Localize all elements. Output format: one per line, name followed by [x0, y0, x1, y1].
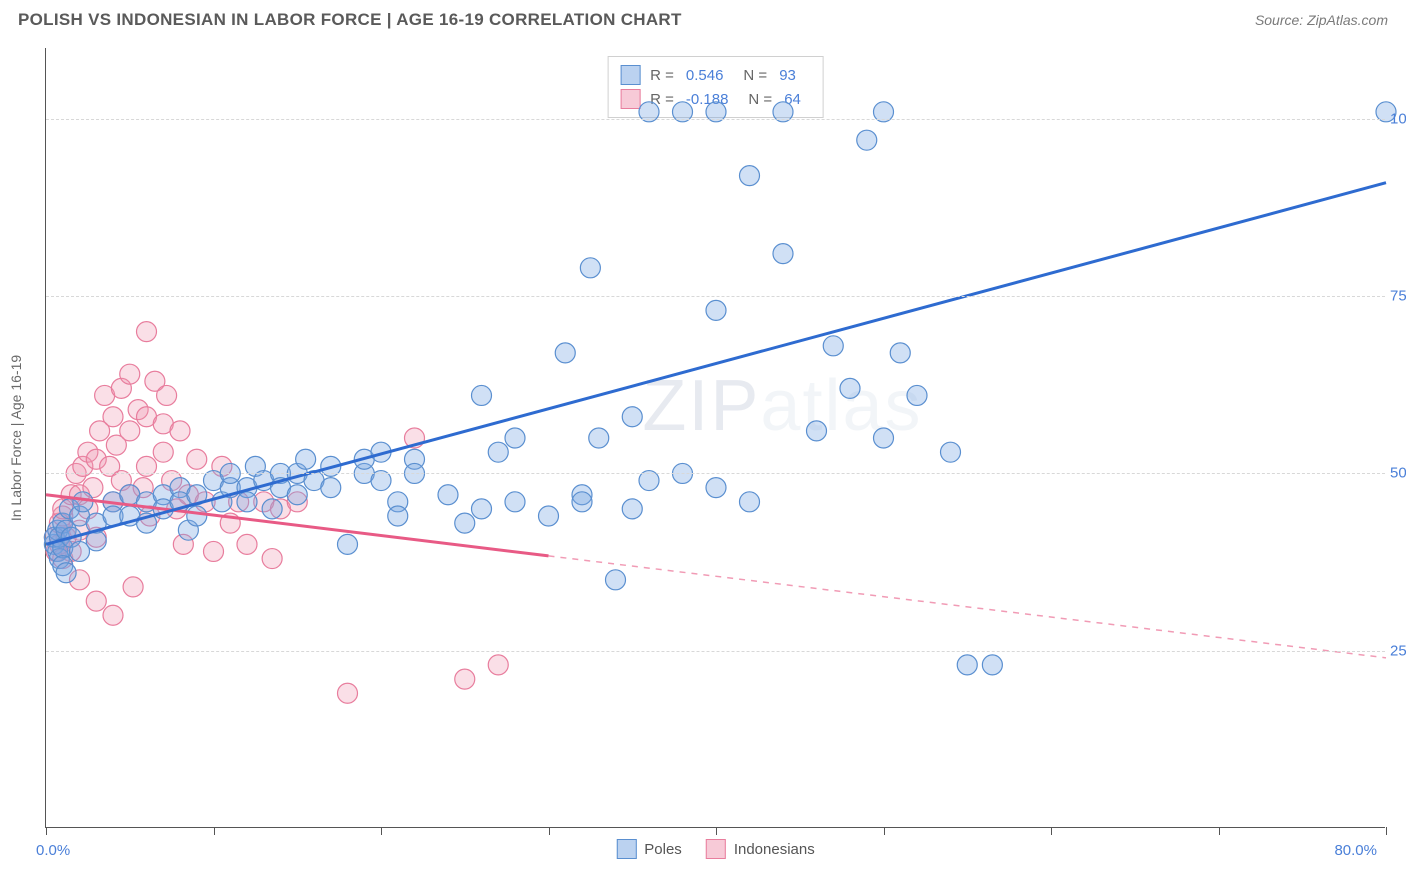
- legend-label-poles: Poles: [644, 841, 682, 858]
- data-point-poles: [237, 492, 257, 512]
- data-point-poles: [187, 506, 207, 526]
- data-point-poles: [589, 428, 609, 448]
- data-point-indonesians: [187, 449, 207, 469]
- data-point-poles: [622, 499, 642, 519]
- data-point-poles: [472, 385, 492, 405]
- data-point-indonesians: [103, 407, 123, 427]
- source-attribution: Source: ZipAtlas.com: [1255, 12, 1388, 28]
- y-tick-label: 25.0%: [1390, 642, 1406, 659]
- data-point-poles: [840, 378, 860, 398]
- data-point-indonesians: [123, 577, 143, 597]
- data-point-indonesians: [237, 534, 257, 554]
- data-point-poles: [388, 506, 408, 526]
- x-axis-min-label: 0.0%: [36, 842, 70, 859]
- data-point-indonesians: [153, 442, 173, 462]
- series-legend: Poles Indonesians: [616, 839, 814, 859]
- gridline: [46, 473, 1385, 474]
- data-point-poles: [941, 442, 961, 462]
- data-point-poles: [740, 492, 760, 512]
- data-point-poles: [555, 343, 575, 363]
- data-point-poles: [982, 655, 1002, 675]
- data-point-indonesians: [120, 421, 140, 441]
- data-point-indonesians: [120, 364, 140, 384]
- data-point-poles: [606, 570, 626, 590]
- x-tick: [1219, 827, 1220, 835]
- x-tick: [381, 827, 382, 835]
- data-point-poles: [262, 499, 282, 519]
- data-point-indonesians: [455, 669, 475, 689]
- data-point-indonesians: [86, 591, 106, 611]
- data-point-indonesians: [338, 683, 358, 703]
- scatter-svg: [46, 48, 1385, 827]
- data-point-indonesians: [488, 655, 508, 675]
- data-point-poles: [890, 343, 910, 363]
- data-point-poles: [505, 492, 525, 512]
- chart-header: POLISH VS INDONESIAN IN LABOR FORCE | AG…: [0, 0, 1406, 38]
- x-tick: [46, 827, 47, 835]
- data-point-poles: [455, 513, 475, 533]
- data-point-poles: [338, 534, 358, 554]
- trend-line-dashed-indonesians: [549, 556, 1387, 658]
- data-point-poles: [56, 563, 76, 583]
- data-point-poles: [73, 492, 93, 512]
- x-tick: [716, 827, 717, 835]
- y-tick-label: 75.0%: [1390, 288, 1406, 305]
- data-point-indonesians: [157, 385, 177, 405]
- data-point-poles: [706, 300, 726, 320]
- x-tick: [549, 827, 550, 835]
- data-point-poles: [472, 499, 492, 519]
- legend-swatch-poles: [616, 839, 636, 859]
- legend-swatch-indonesians: [706, 839, 726, 859]
- data-point-poles: [488, 442, 508, 462]
- x-tick: [1051, 827, 1052, 835]
- x-tick: [214, 827, 215, 835]
- y-tick-label: 50.0%: [1390, 465, 1406, 482]
- data-point-indonesians: [262, 549, 282, 569]
- data-point-poles: [287, 485, 307, 505]
- data-point-poles: [622, 407, 642, 427]
- data-point-poles: [505, 428, 525, 448]
- data-point-poles: [773, 244, 793, 264]
- gridline: [46, 119, 1385, 120]
- data-point-indonesians: [204, 541, 224, 561]
- data-point-poles: [296, 449, 316, 469]
- data-point-poles: [580, 258, 600, 278]
- data-point-poles: [706, 478, 726, 498]
- data-point-poles: [907, 385, 927, 405]
- data-point-poles: [438, 485, 458, 505]
- legend-item-poles: Poles: [616, 839, 682, 859]
- y-tick-label: 100.0%: [1390, 110, 1406, 127]
- gridline: [46, 651, 1385, 652]
- data-point-poles: [823, 336, 843, 356]
- legend-label-indonesians: Indonesians: [734, 841, 815, 858]
- data-point-poles: [572, 492, 592, 512]
- data-point-poles: [857, 130, 877, 150]
- data-point-poles: [740, 166, 760, 186]
- x-tick: [884, 827, 885, 835]
- data-point-poles: [807, 421, 827, 441]
- data-point-poles: [321, 478, 341, 498]
- chart-title: POLISH VS INDONESIAN IN LABOR FORCE | AG…: [18, 10, 682, 30]
- data-point-indonesians: [103, 605, 123, 625]
- y-axis-title: In Labor Force | Age 16-19: [8, 354, 24, 520]
- x-axis-max-label: 80.0%: [1334, 842, 1377, 859]
- data-point-indonesians: [170, 421, 190, 441]
- gridline: [46, 296, 1385, 297]
- data-point-poles: [874, 428, 894, 448]
- data-point-indonesians: [137, 322, 157, 342]
- correlation-scatter-chart: In Labor Force | Age 16-19 ZIPatlas R = …: [45, 48, 1385, 828]
- x-tick: [1386, 827, 1387, 835]
- data-point-poles: [957, 655, 977, 675]
- data-point-poles: [539, 506, 559, 526]
- legend-item-indonesians: Indonesians: [706, 839, 815, 859]
